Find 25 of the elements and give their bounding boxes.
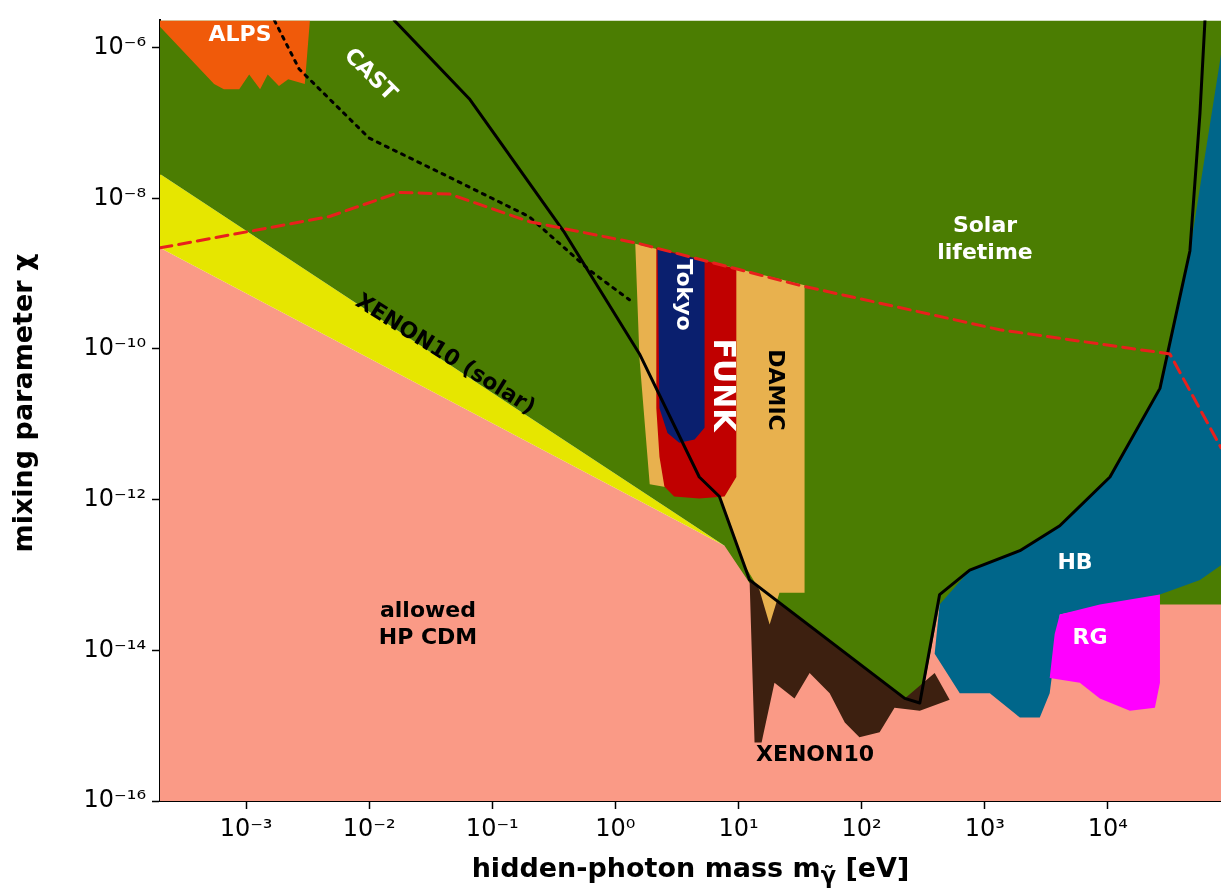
- x-tick-label: 10⁰: [595, 813, 636, 842]
- y-axis-title: mixing parameter χ: [6, 253, 38, 553]
- x-tick-label: 10⁻²: [342, 813, 396, 842]
- y-tick-label: 10⁻¹⁰: [83, 333, 146, 362]
- y-tick-label: 10⁻¹⁶: [83, 785, 146, 814]
- x-tick-label: 10¹: [718, 813, 759, 842]
- x-tick-label: 10⁻¹: [465, 813, 519, 842]
- y-tick-label: 10⁻⁸: [93, 182, 146, 211]
- annotation: FUNK: [707, 338, 743, 434]
- annotation: Solar lifetime: [937, 211, 1033, 265]
- annotation: XENON10: [755, 740, 875, 766]
- annotation: RG: [1072, 623, 1108, 649]
- x-tick-label: 10³: [964, 813, 1005, 842]
- x-axis-title: hidden-photon mass m$_{γ̃}$ [eV]: [471, 852, 910, 889]
- annotation: allowed HP CDM: [378, 596, 478, 650]
- x-tick-label: 10⁴: [1087, 813, 1128, 842]
- annotation: HB: [1057, 548, 1093, 574]
- annotation: DAMIC: [764, 349, 790, 431]
- annotation: Tokyo: [672, 259, 698, 331]
- y-tick-label: 10⁻⁶: [93, 31, 146, 60]
- y-tick-label: 10⁻¹⁴: [83, 634, 146, 663]
- annotation: ALPS: [208, 20, 272, 46]
- x-tick-label: 10⁻³: [219, 813, 273, 842]
- y-tick-label: 10⁻¹²: [83, 483, 146, 512]
- x-tick-label: 10²: [841, 813, 882, 842]
